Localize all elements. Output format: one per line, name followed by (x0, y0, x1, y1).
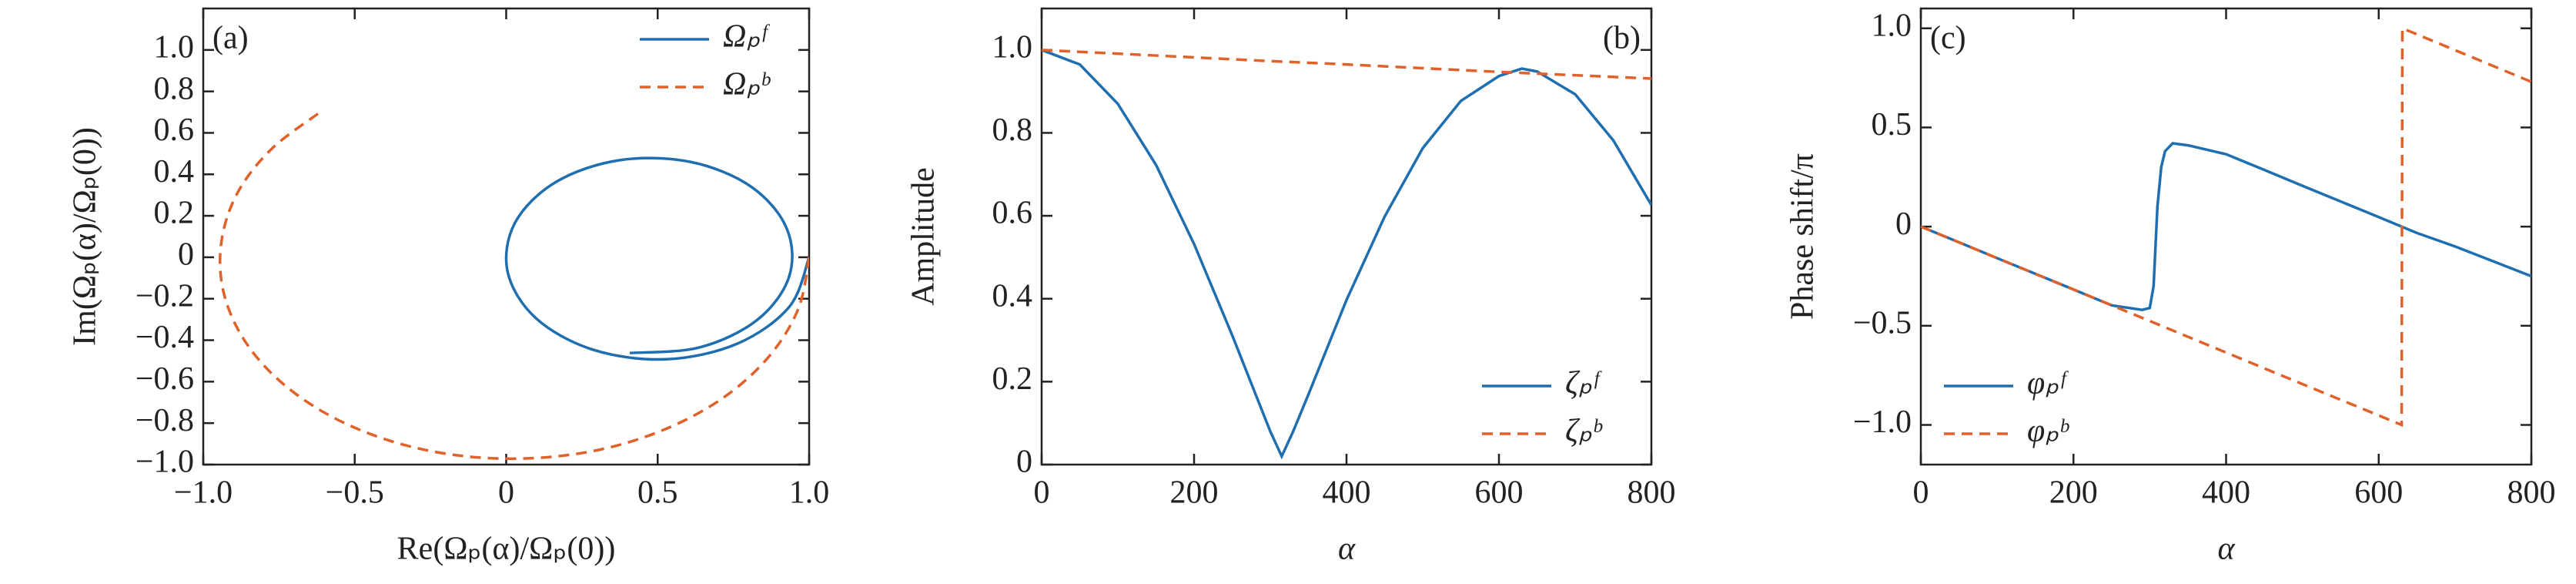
x-tick-label: 1.0 (789, 475, 830, 511)
y-tick-label: −0.4 (135, 320, 194, 355)
plot-frame (1919, 7, 2533, 466)
y-tick-label: 0.6 (992, 196, 1033, 231)
y-tick-label: −0.2 (135, 278, 194, 314)
y-tick-label: 0 (1016, 445, 1032, 480)
x-tick-label: 200 (2049, 475, 2098, 511)
y-tick-label: −0.8 (135, 403, 194, 438)
panel-label: (a) (212, 21, 249, 56)
x-tick-label: −0.5 (326, 475, 384, 511)
series-line (1921, 26, 2531, 428)
y-tick-label: 0 (1895, 206, 1912, 242)
y-tick-label: 0.5 (1872, 107, 1912, 143)
legend-label: ζₚᵇ (1565, 414, 1603, 449)
x-tick-label: −1.0 (174, 475, 233, 511)
series-line (1042, 49, 1651, 80)
y-tick-label: 0 (178, 237, 194, 273)
series-line (219, 111, 809, 461)
panel-label: (c) (1930, 21, 1966, 56)
y-tick-label: −0.6 (135, 361, 194, 397)
y-tick-label: −0.5 (1853, 305, 1912, 341)
x-tick-label: 0 (1034, 475, 1050, 511)
x-axis-label: Re(Ωₚ(α)/Ωₚ(0)) (397, 532, 616, 567)
y-tick-label: 1.0 (992, 29, 1033, 65)
panel: −1.0 −0.5 0 0.5 1.0 −1.0 −0.8 −0.6 −0.4 −0.2 0 0.2 0… (68, 7, 830, 567)
x-axis-label: α (1338, 532, 1356, 567)
y-tick-label: 0.6 (154, 112, 195, 148)
plot-frame (202, 7, 811, 466)
y-axis-label: Amplitude (906, 167, 942, 306)
y-tick-label: 0.8 (992, 112, 1033, 148)
legend-label: Ωₚᶠ (723, 19, 770, 55)
y-tick-label: 0.8 (154, 71, 195, 106)
x-tick-label: 600 (2354, 475, 2403, 511)
x-tick-label: 400 (1323, 475, 1371, 511)
y-tick-label: 0.2 (154, 196, 195, 231)
panel: 0 200 400 600 800 0 0.2 0.4 0.6 0.8 1.0 α Amplitude (… (906, 7, 1676, 567)
series-line (1042, 49, 1651, 460)
x-axis-label: α (2217, 532, 2235, 567)
legend-label: φₚᵇ (2027, 414, 2069, 449)
x-tick-label: 400 (2202, 475, 2250, 511)
plot-frame (1040, 7, 1653, 466)
x-tick-label: 800 (2507, 475, 2556, 511)
legend-label: Ωₚᵇ (723, 67, 771, 102)
y-tick-label: 1.0 (154, 29, 195, 65)
series-line (1921, 142, 2531, 312)
y-tick-label: −1.0 (1853, 404, 1912, 440)
y-tick-label: 0.4 (154, 154, 195, 190)
x-tick-label: 0.5 (637, 475, 678, 511)
panel-label: (b) (1603, 21, 1641, 56)
x-tick-label: 200 (1170, 475, 1219, 511)
legend-label: φₚᶠ (2027, 366, 2069, 401)
y-axis-label: Phase shift/π (1785, 153, 1821, 320)
y-tick-label: 0.2 (992, 361, 1033, 397)
series-line (504, 156, 809, 361)
x-tick-label: 600 (1475, 475, 1524, 511)
panel: 0 200 400 600 800 −1.0 −0.5 0 0.5 1.0 α Phase shift… (1785, 7, 2556, 567)
y-tick-label: −1.0 (135, 445, 194, 480)
y-axis-label: Im(Ωₚ(α)/Ωₚ(0)) (68, 127, 103, 346)
x-tick-label: 0 (1913, 475, 1929, 511)
legend-label: ζₚᶠ (1565, 366, 1602, 401)
y-tick-label: 0.4 (992, 278, 1033, 314)
x-tick-label: 800 (1628, 475, 1676, 511)
y-tick-label: 1.0 (1872, 8, 1912, 43)
x-tick-label: 0 (498, 475, 514, 511)
